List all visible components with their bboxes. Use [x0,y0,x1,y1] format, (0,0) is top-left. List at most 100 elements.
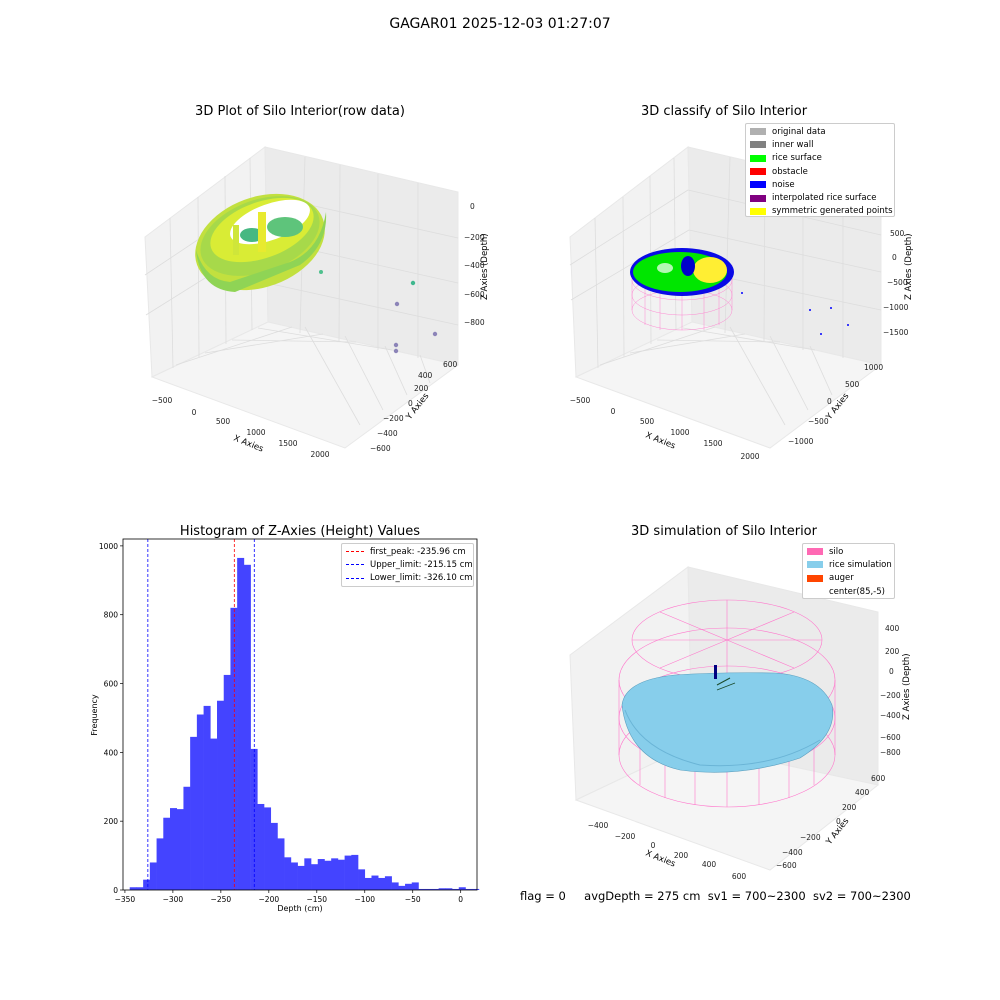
histogram-bar [425,888,433,890]
histogram-bar [364,877,372,890]
histogram-bar [290,862,298,890]
histogram-bar [243,564,251,890]
z-tick-label: −200 [880,691,901,700]
legend-item: first_peak: -235.96 cm [346,545,468,558]
z-tick-label: −1500 [883,328,909,337]
histogram-bar [411,882,419,890]
legend-line [346,551,364,553]
histogram-bar [297,865,305,890]
plot1-tick-labels: −500 0 500 1000 1500 2000 −600 −400 −200… [152,202,485,459]
histogram-bar [391,882,399,890]
outlier-point [393,342,399,348]
z-tick-label: −800 [880,748,901,757]
z-tick-label: 200 [885,647,900,656]
x-tick-label: 400 [702,860,717,869]
x-tick-label: −150 [306,895,327,904]
plot2-silo-wireframe [631,259,733,331]
plot1-axes-panes [144,146,460,449]
y-tick-label: 800 [104,611,119,620]
legend-swatch [807,588,823,596]
x-axis-label: Depth (cm) [277,904,322,913]
legend-item: auger [807,572,889,585]
legend-swatch [750,181,766,189]
x-tick-label: 500 [640,417,655,426]
histogram-bar [237,557,245,890]
plot4-legend: silo rice simulation auger center(85,-5) [802,543,895,599]
legend-item: rice simulation [807,558,892,571]
outlier-point [394,301,400,307]
x-tick-label: 0 [611,407,616,416]
outlier-point [410,280,416,286]
z-tick-label: 0 [889,667,894,676]
z-tick-label: 0 [892,253,897,262]
reference-lines [147,539,255,890]
y-tick-label: 400 [855,788,870,797]
histogram-bar [431,888,439,890]
z-axis-label: Z Axies (Depth) [902,653,912,720]
histogram-bar [284,857,292,890]
histogram-bar [452,888,460,890]
y-tick-label: 400 [104,748,119,757]
histogram-bar [190,736,198,890]
x-tick-label: 1000 [246,428,265,437]
z-axis-label: Z Axies (Depth) [480,233,490,300]
histogram-bar [331,858,339,890]
histogram-bar [196,714,204,890]
plot2-axes-panes [569,146,883,449]
histogram-bar [311,864,319,890]
histogram-bar [223,674,231,890]
histogram-bar [458,887,466,890]
x-tick-label: −500 [152,396,173,405]
y-tick-label: 400 [418,371,433,380]
y-tick-label: 600 [104,680,119,689]
x-tick-label: 500 [216,417,231,426]
plot4-3d-simulation: −400 −200 0 200 400 600 −600 −400 −200 0… [569,566,912,881]
legend-swatch [750,154,766,162]
y-tick-label: 200 [104,817,119,826]
x-tick-label: −250 [211,895,232,904]
x-tick-label: 1000 [670,428,689,437]
y-tick-label: 600 [443,360,458,369]
y-axis-label: Frequency [90,694,99,736]
legend-line [346,577,364,579]
histogram-bar [304,858,312,890]
plot1-title: 3D Plot of Silo Interior(row data) [195,104,405,119]
plot-frame [122,538,478,891]
y-tick-label: 1000 [864,363,883,372]
histogram-bar [277,838,285,890]
plot1-point-cloud [195,193,327,292]
x-tick-label: −50 [405,895,421,904]
x-tick-label: −200 [615,832,636,841]
histogram-bar [378,877,386,890]
z-tick-label: −600 [880,733,901,742]
y-tick-label: 200 [842,803,857,812]
histogram-bar [337,859,345,890]
x-tick-label: 600 [732,872,747,881]
histogram-bar [210,738,218,890]
histogram-bar [203,705,211,890]
legend-item: rice surface [750,152,889,165]
avg-depth-text: avgDepth = 275 cm [584,889,701,903]
histogram-bar [465,888,473,890]
legend-item: obstacle [750,165,889,178]
status-footer: flag = 0 avgDepth = 275 cm sv1 = 700~230… [520,889,911,903]
histogram-bar [351,854,359,890]
plot1-3d-scatter: −500 0 500 1000 1500 2000 −600 −400 −200… [144,146,490,459]
y-tick-label: 0 [827,397,832,406]
z-tick-label: 0 [470,202,475,211]
plot2-3d-classify: −500 0 500 1000 1500 2000 −1000 −500 0 5… [569,146,914,461]
histogram-bar [405,883,413,890]
histogram-bar [129,887,137,890]
sv1-text: sv1 = 700~2300 [707,889,806,903]
plot2-tick-labels: −500 0 500 1000 1500 2000 −1000 −500 0 5… [570,229,909,461]
legend-item: original data [750,125,889,138]
histogram-legend: first_peak: -235.96 cm Upper_limit: -215… [341,543,474,587]
x-tick-label: −100 [354,895,375,904]
y-tick-label: −600 [776,861,797,870]
plot2-title: 3D classify of Silo Interior [640,104,808,119]
histogram-chart: −350 −300 −250 −200 −150 −100 −50 0 0 200 400 600 8… [90,538,480,913]
legend-item: silo [807,545,889,558]
y-tick-label: −500 [808,417,829,426]
legend-swatch [807,548,823,556]
legend-item: interpolated rice surface [750,191,889,204]
